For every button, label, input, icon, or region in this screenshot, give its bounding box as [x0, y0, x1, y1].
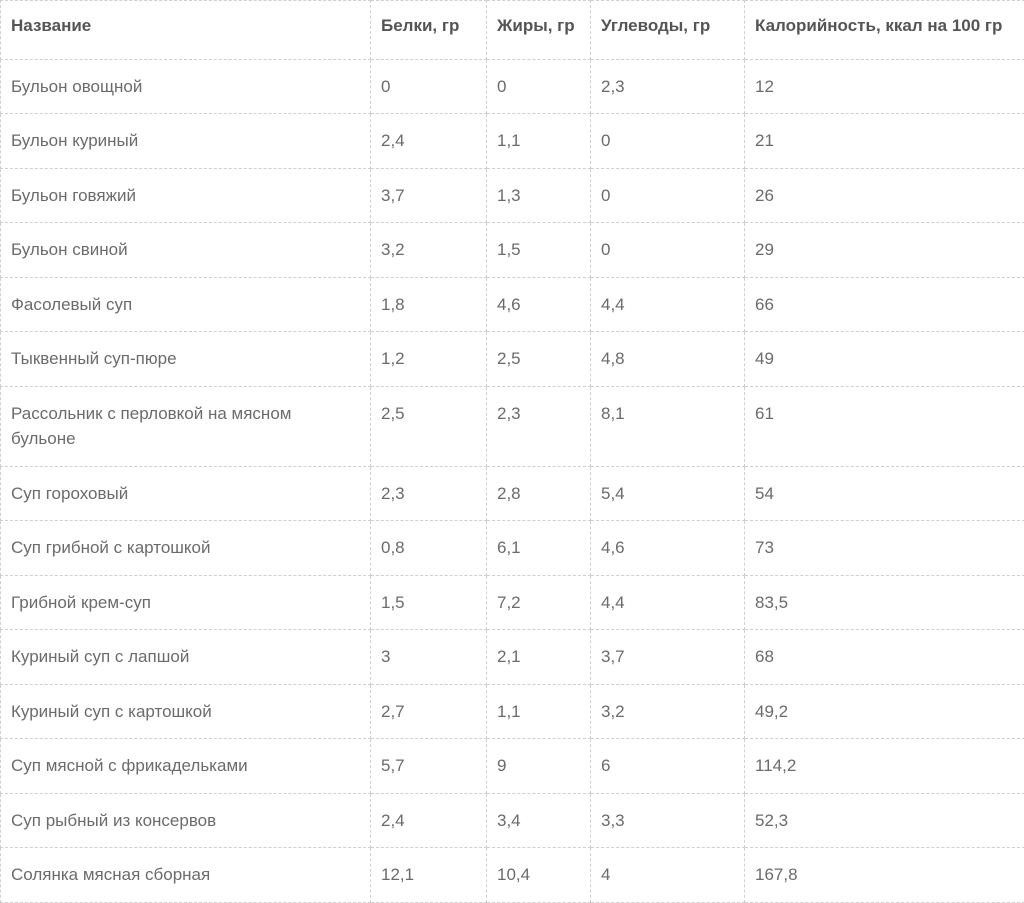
cell-carbs: 8,1 [591, 386, 745, 466]
cell-kcal: 52,3 [745, 793, 1024, 848]
table-row: Суп грибной с картошкой 0,8 6,1 4,6 73 [1, 521, 1024, 576]
cell-protein: 2,5 [371, 386, 487, 466]
cell-name: Куриный суп с картошкой [1, 684, 371, 739]
table-header: Название Белки, гр Жиры, гр Углеводы, гр… [1, 1, 1024, 60]
cell-carbs: 0 [591, 168, 745, 223]
cell-name: Тыквенный суп-пюре [1, 332, 371, 387]
cell-name: Грибной крем-суп [1, 575, 371, 630]
cell-name: Бульон куриный [1, 114, 371, 169]
cell-protein: 1,8 [371, 277, 487, 332]
cell-carbs: 4,4 [591, 277, 745, 332]
cell-carbs: 0 [591, 114, 745, 169]
cell-carbs: 3,3 [591, 793, 745, 848]
cell-fat: 2,3 [487, 386, 591, 466]
table-row: Суп рыбный из консервов 2,4 3,4 3,3 52,3 [1, 793, 1024, 848]
cell-name: Куриный суп с лапшой [1, 630, 371, 685]
cell-name: Суп мясной с фрикадельками [1, 739, 371, 794]
cell-fat: 2,5 [487, 332, 591, 387]
cell-protein: 2,3 [371, 466, 487, 521]
cell-fat: 9 [487, 739, 591, 794]
col-carbs: Углеводы, гр [591, 1, 745, 60]
table-row: Бульон куриный 2,4 1,1 0 21 [1, 114, 1024, 169]
table-row: Бульон овощной 0 0 2,3 12 [1, 59, 1024, 114]
nutrition-table: Название Белки, гр Жиры, гр Углеводы, гр… [0, 0, 1024, 903]
cell-kcal: 68 [745, 630, 1024, 685]
cell-name: Рассольник с перловкой на мясном бульоне [1, 386, 371, 466]
cell-kcal: 12 [745, 59, 1024, 114]
cell-carbs: 4,6 [591, 521, 745, 576]
cell-kcal: 21 [745, 114, 1024, 169]
cell-fat: 1,1 [487, 114, 591, 169]
cell-protein: 5,7 [371, 739, 487, 794]
cell-fat: 6,1 [487, 521, 591, 576]
cell-carbs: 0 [591, 223, 745, 278]
cell-kcal: 29 [745, 223, 1024, 278]
cell-protein: 1,2 [371, 332, 487, 387]
table-row: Фасолевый суп 1,8 4,6 4,4 66 [1, 277, 1024, 332]
cell-fat: 0 [487, 59, 591, 114]
cell-kcal: 49,2 [745, 684, 1024, 739]
cell-carbs: 4,8 [591, 332, 745, 387]
cell-kcal: 66 [745, 277, 1024, 332]
cell-fat: 2,8 [487, 466, 591, 521]
cell-carbs: 2,3 [591, 59, 745, 114]
table-row: Куриный суп с картошкой 2,7 1,1 3,2 49,2 [1, 684, 1024, 739]
cell-name: Бульон говяжий [1, 168, 371, 223]
table-row: Грибной крем-суп 1,5 7,2 4,4 83,5 [1, 575, 1024, 630]
cell-carbs: 5,4 [591, 466, 745, 521]
col-fat: Жиры, гр [487, 1, 591, 60]
col-name: Название [1, 1, 371, 60]
cell-carbs: 3,7 [591, 630, 745, 685]
cell-protein: 3,7 [371, 168, 487, 223]
cell-kcal: 73 [745, 521, 1024, 576]
cell-kcal: 26 [745, 168, 1024, 223]
cell-protein: 2,4 [371, 793, 487, 848]
cell-protein: 3 [371, 630, 487, 685]
table-row: Суп гороховый 2,3 2,8 5,4 54 [1, 466, 1024, 521]
cell-protein: 0 [371, 59, 487, 114]
cell-name: Суп гороховый [1, 466, 371, 521]
col-kcal: Калорийность, ккал на 100 гр [745, 1, 1024, 60]
cell-carbs: 4,4 [591, 575, 745, 630]
table-row: Рассольник с перловкой на мясном бульоне… [1, 386, 1024, 466]
table-row: Тыквенный суп-пюре 1,2 2,5 4,8 49 [1, 332, 1024, 387]
cell-name: Бульон свиной [1, 223, 371, 278]
table-row: Куриный суп с лапшой 3 2,1 3,7 68 [1, 630, 1024, 685]
table-row: Суп мясной с фрикадельками 5,7 9 6 114,2 [1, 739, 1024, 794]
cell-kcal: 49 [745, 332, 1024, 387]
cell-name: Суп рыбный из консервов [1, 793, 371, 848]
cell-protein: 0,8 [371, 521, 487, 576]
cell-fat: 1,5 [487, 223, 591, 278]
cell-carbs: 6 [591, 739, 745, 794]
table-row: Бульон свиной 3,2 1,5 0 29 [1, 223, 1024, 278]
cell-kcal: 114,2 [745, 739, 1024, 794]
cell-fat: 7,2 [487, 575, 591, 630]
cell-name: Фасолевый суп [1, 277, 371, 332]
cell-protein: 2,7 [371, 684, 487, 739]
cell-fat: 4,6 [487, 277, 591, 332]
cell-fat: 1,3 [487, 168, 591, 223]
cell-protein: 2,4 [371, 114, 487, 169]
cell-fat: 2,1 [487, 630, 591, 685]
cell-name: Бульон овощной [1, 59, 371, 114]
cell-fat: 3,4 [487, 793, 591, 848]
cell-protein: 3,2 [371, 223, 487, 278]
col-protein: Белки, гр [371, 1, 487, 60]
table-row: Бульон говяжий 3,7 1,3 0 26 [1, 168, 1024, 223]
cell-carbs: 3,2 [591, 684, 745, 739]
table-body: Бульон овощной 0 0 2,3 12 Бульон куриный… [1, 59, 1024, 902]
cell-protein: 1,5 [371, 575, 487, 630]
header-row: Название Белки, гр Жиры, гр Углеводы, гр… [1, 1, 1024, 60]
cell-kcal: 54 [745, 466, 1024, 521]
cell-kcal: 61 [745, 386, 1024, 466]
cell-name: Суп грибной с картошкой [1, 521, 371, 576]
cell-fat: 1,1 [487, 684, 591, 739]
cell-kcal: 83,5 [745, 575, 1024, 630]
